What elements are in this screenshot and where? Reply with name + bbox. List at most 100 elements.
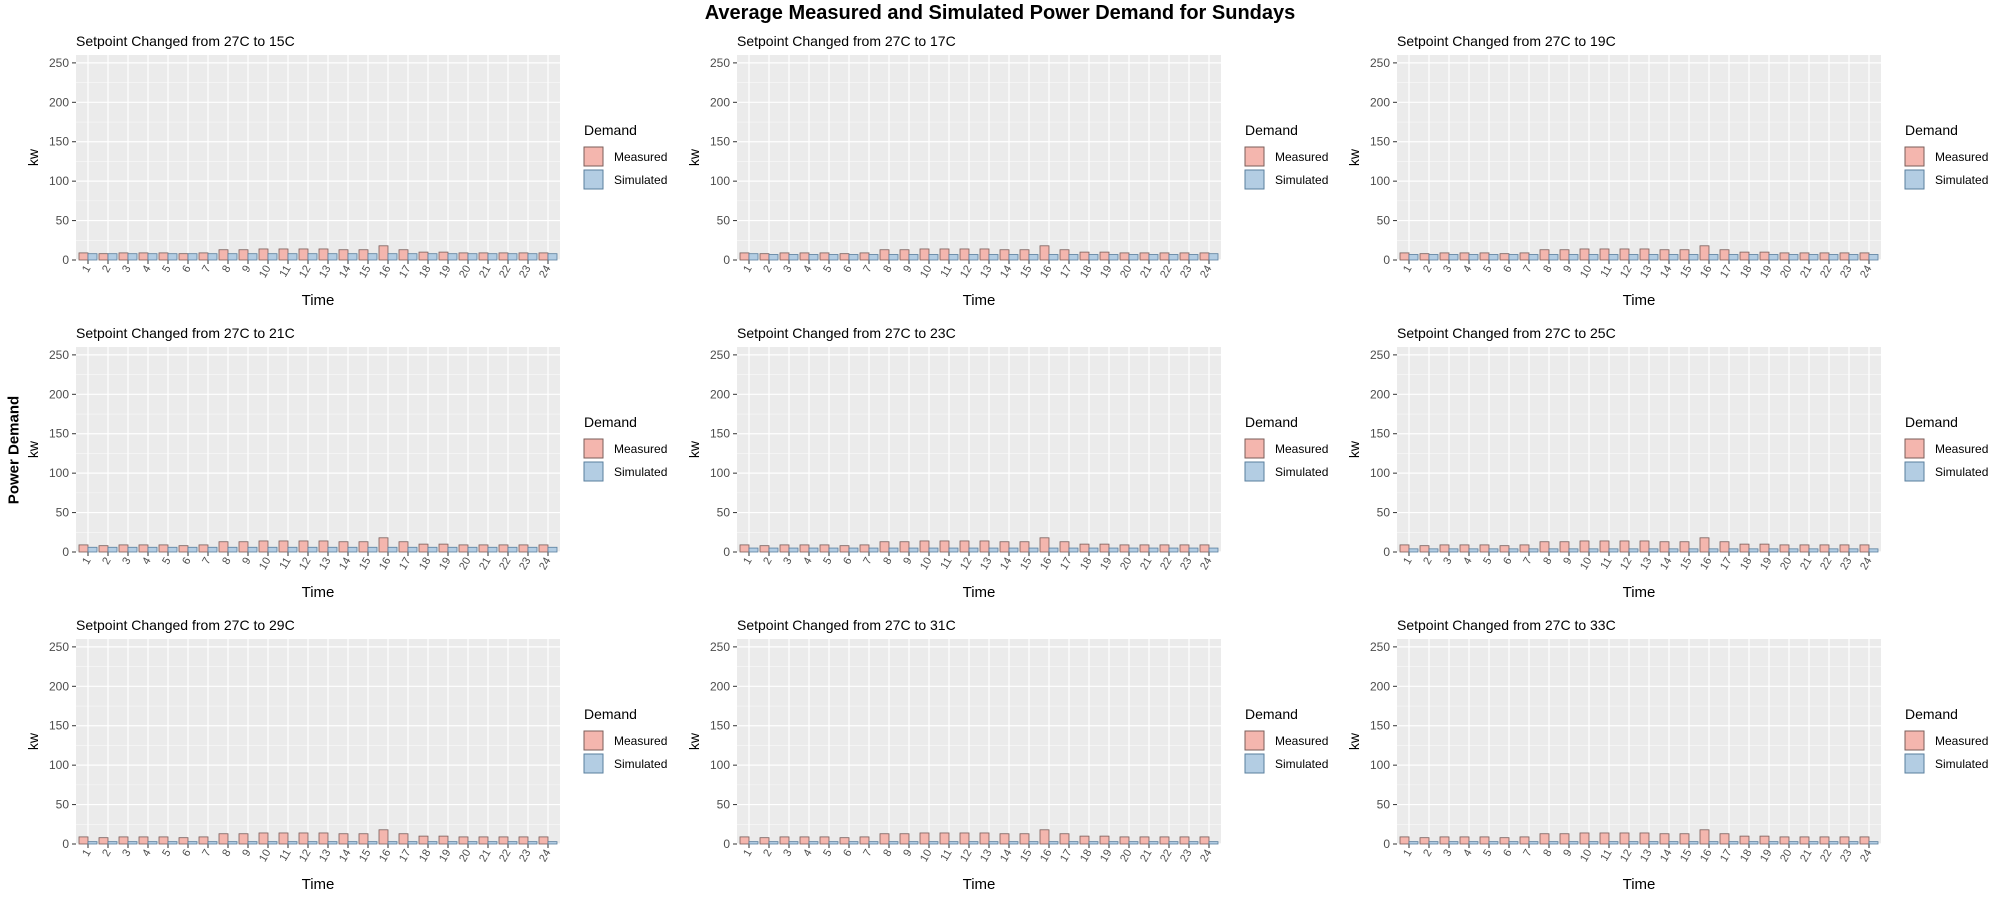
x-tick-label: 3 bbox=[120, 848, 133, 859]
x-tick-label: 6 bbox=[1501, 848, 1514, 859]
bar-simulated bbox=[1108, 254, 1119, 261]
x-tick-label: 14 bbox=[1658, 264, 1675, 281]
legend-title: Demand bbox=[1245, 122, 1298, 138]
bar-simulated bbox=[828, 547, 839, 553]
bar-simulated bbox=[828, 841, 839, 845]
x-tick-label: 21 bbox=[477, 264, 494, 281]
bar-measured bbox=[1419, 545, 1430, 553]
bar-simulated bbox=[928, 841, 939, 845]
x-tick-label: 10 bbox=[1578, 848, 1595, 865]
bar-simulated bbox=[1628, 254, 1639, 261]
y-tick-label: 250 bbox=[1370, 56, 1390, 70]
bar-simulated bbox=[888, 841, 899, 845]
x-tick-label: 21 bbox=[1138, 264, 1155, 281]
y-tick-label: 100 bbox=[49, 758, 69, 772]
x-tick-label: 13 bbox=[317, 264, 334, 281]
bar-measured bbox=[1159, 252, 1170, 261]
x-tick-label: 19 bbox=[1758, 264, 1775, 281]
x-tick-label: 18 bbox=[1078, 264, 1095, 281]
x-tick-label: 1 bbox=[1401, 556, 1414, 567]
x-tick-label: 3 bbox=[781, 264, 794, 275]
bar-measured bbox=[1499, 253, 1510, 261]
bar-simulated bbox=[888, 547, 899, 553]
bar-simulated bbox=[1688, 254, 1699, 261]
legend-label-simulated: Simulated bbox=[1275, 465, 1328, 479]
bar-simulated bbox=[1728, 548, 1739, 553]
x-tick-label: 14 bbox=[1658, 556, 1675, 573]
x-tick-label: 3 bbox=[120, 264, 133, 275]
y-tick-label: 0 bbox=[723, 253, 730, 267]
bar-simulated bbox=[1768, 841, 1779, 845]
x-tick-label: 20 bbox=[457, 556, 474, 573]
bar-simulated bbox=[447, 546, 458, 553]
bar-simulated bbox=[1748, 254, 1759, 261]
bar-measured bbox=[458, 252, 469, 261]
bar-simulated bbox=[1428, 254, 1439, 261]
x-axis-label: Time bbox=[1623, 292, 1656, 309]
bar-simulated bbox=[868, 547, 879, 553]
legend-key-measured bbox=[583, 438, 604, 459]
bar-measured bbox=[1679, 249, 1690, 261]
x-tick-label: 7 bbox=[861, 264, 874, 275]
legend-key-measured bbox=[583, 730, 604, 751]
y-tick-label: 50 bbox=[1377, 214, 1391, 228]
bar-measured bbox=[138, 252, 149, 261]
bar-simulated bbox=[147, 253, 158, 261]
x-tick-label: 17 bbox=[1058, 848, 1075, 865]
bar-measured bbox=[458, 836, 469, 845]
x-tick-label: 18 bbox=[1078, 848, 1095, 865]
bar-measured bbox=[1199, 544, 1210, 553]
legend-label-measured: Measured bbox=[614, 442, 667, 456]
x-tick-label: 9 bbox=[240, 264, 253, 275]
bar-measured bbox=[278, 832, 289, 845]
legend-label-measured: Measured bbox=[1275, 442, 1328, 456]
bar-measured bbox=[779, 252, 790, 261]
x-tick-label: 6 bbox=[180, 848, 193, 859]
x-tick-label: 17 bbox=[1718, 556, 1735, 573]
x-tick-label: 21 bbox=[1798, 264, 1815, 281]
y-tick-label: 150 bbox=[710, 427, 730, 441]
bar-measured bbox=[1779, 836, 1790, 845]
bar-simulated bbox=[287, 841, 298, 845]
x-tick-label: 11 bbox=[1598, 848, 1614, 864]
bar-simulated bbox=[808, 254, 819, 261]
bar-simulated bbox=[828, 254, 839, 261]
x-tick-label: 15 bbox=[1018, 264, 1035, 281]
x-tick-label: 24 bbox=[1858, 556, 1875, 573]
bar-simulated bbox=[1128, 254, 1139, 261]
bar-simulated bbox=[1088, 547, 1099, 553]
bar-simulated bbox=[1548, 548, 1559, 553]
bar-measured bbox=[218, 833, 229, 845]
bar-measured bbox=[1699, 537, 1710, 553]
bar-simulated bbox=[1148, 547, 1159, 553]
x-tick-label: 19 bbox=[437, 556, 454, 573]
x-tick-label: 11 bbox=[938, 848, 954, 864]
x-tick-label: 7 bbox=[861, 556, 874, 567]
bar-simulated bbox=[1588, 841, 1599, 845]
bar-simulated bbox=[487, 546, 498, 553]
bar-simulated bbox=[1748, 841, 1759, 845]
x-tick-label: 10 bbox=[918, 848, 935, 865]
bar-measured bbox=[899, 541, 910, 553]
x-tick-label: 24 bbox=[1198, 556, 1215, 573]
bar-simulated bbox=[407, 253, 418, 261]
y-tick-label: 50 bbox=[56, 214, 70, 228]
bar-measured bbox=[178, 837, 189, 845]
bar-simulated bbox=[207, 546, 218, 553]
bar-measured bbox=[318, 832, 329, 845]
bar-measured bbox=[1539, 833, 1550, 845]
x-tick-label: 19 bbox=[437, 848, 454, 865]
bar-measured bbox=[298, 540, 309, 553]
x-tick-label: 1 bbox=[1401, 848, 1414, 859]
bar-measured bbox=[1399, 544, 1410, 553]
legend-label-measured: Measured bbox=[1275, 150, 1328, 164]
bar-simulated bbox=[1848, 548, 1859, 553]
bar-measured bbox=[919, 540, 930, 553]
y-tick-label: 50 bbox=[717, 214, 731, 228]
bar-measured bbox=[1559, 249, 1570, 261]
bar-measured bbox=[1179, 836, 1190, 845]
bar-measured bbox=[1859, 252, 1870, 261]
